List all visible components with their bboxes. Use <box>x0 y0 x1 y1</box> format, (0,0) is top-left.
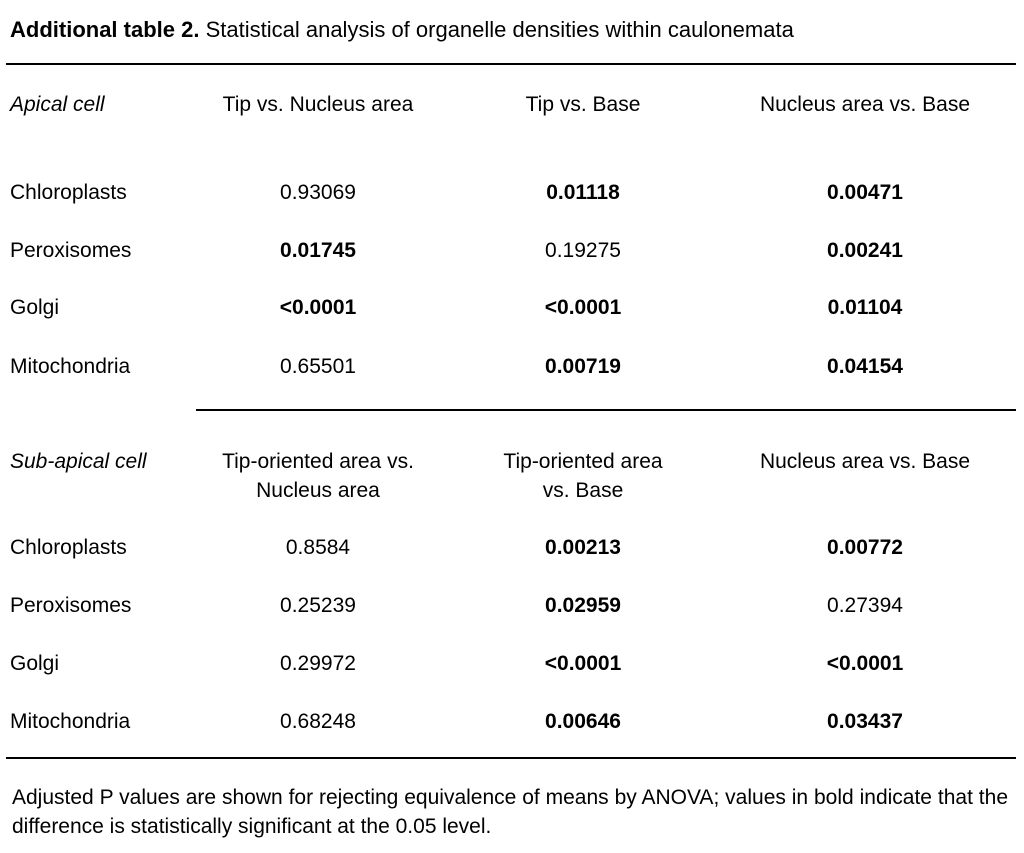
p-value-cell: 0.93069 <box>280 181 356 204</box>
p-value-cell: 0.27394 <box>827 594 903 617</box>
p-value-cell: 0.00719 <box>545 355 621 378</box>
table-footnote: Adjusted P values are shown for rejectin… <box>12 786 1008 838</box>
p-value-cell: 0.01104 <box>827 296 903 319</box>
p-value-cell: 0.03437 <box>827 710 903 733</box>
column-header: Tip vs. Nucleus area <box>222 93 414 116</box>
column-header: Tip-oriented area vs. Base <box>503 450 663 502</box>
row-label: Mitochondria <box>10 355 131 378</box>
p-value-cell: 0.68248 <box>280 710 356 733</box>
p-value-cell: 0.00772 <box>827 536 903 559</box>
p-value-cell: 0.00471 <box>827 181 903 204</box>
p-value-cell: 0.01745 <box>280 239 356 262</box>
section-label-apical: Apical cell <box>10 93 105 116</box>
bottom-rule <box>6 757 1016 759</box>
top-rule <box>6 63 1016 65</box>
p-value-cell: 0.00241 <box>827 239 903 262</box>
row-label: Mitochondria <box>10 710 131 733</box>
row-label: Peroxisomes <box>10 594 132 617</box>
p-value-cell: 0.00646 <box>545 710 621 733</box>
column-header: Nucleus area vs. Base <box>759 93 971 116</box>
section-divider <box>196 409 1016 411</box>
column-header: Tip vs. Base <box>525 93 641 116</box>
p-value-cell: 0.02959 <box>545 594 621 617</box>
row-label: Golgi <box>10 652 60 675</box>
row-label: Golgi <box>10 296 60 319</box>
p-value-cell: 0.04154 <box>827 355 903 378</box>
row-label: Chloroplasts <box>10 181 127 204</box>
column-header: Nucleus area vs. Base <box>759 450 971 473</box>
p-value-cell: 0.01118 <box>546 181 620 204</box>
p-value-cell: 0.65501 <box>280 355 356 378</box>
section-label-subapical: Sub-apical cell <box>10 450 147 473</box>
p-value-cell: 0.8584 <box>285 536 351 559</box>
row-label: Peroxisomes <box>10 239 132 262</box>
p-value-cell: <0.0001 <box>826 652 904 675</box>
row-label: Chloroplasts <box>10 536 127 559</box>
p-value-cell: <0.0001 <box>544 652 622 675</box>
caption-label: Additional table 2. <box>10 17 200 42</box>
p-value-cell: 0.25239 <box>280 594 356 617</box>
column-header: Tip-oriented area vs. Nucleus area <box>222 450 414 502</box>
table-caption: Additional table 2. Statistical analysis… <box>10 17 794 43</box>
p-value-cell: <0.0001 <box>544 296 622 319</box>
p-value-cell: 0.19275 <box>545 239 621 262</box>
p-value-cell: <0.0001 <box>279 296 357 319</box>
p-value-cell: 0.00213 <box>545 536 621 559</box>
p-value-cell: 0.29972 <box>280 652 356 675</box>
caption-text: Statistical analysis of organelle densit… <box>205 17 794 42</box>
